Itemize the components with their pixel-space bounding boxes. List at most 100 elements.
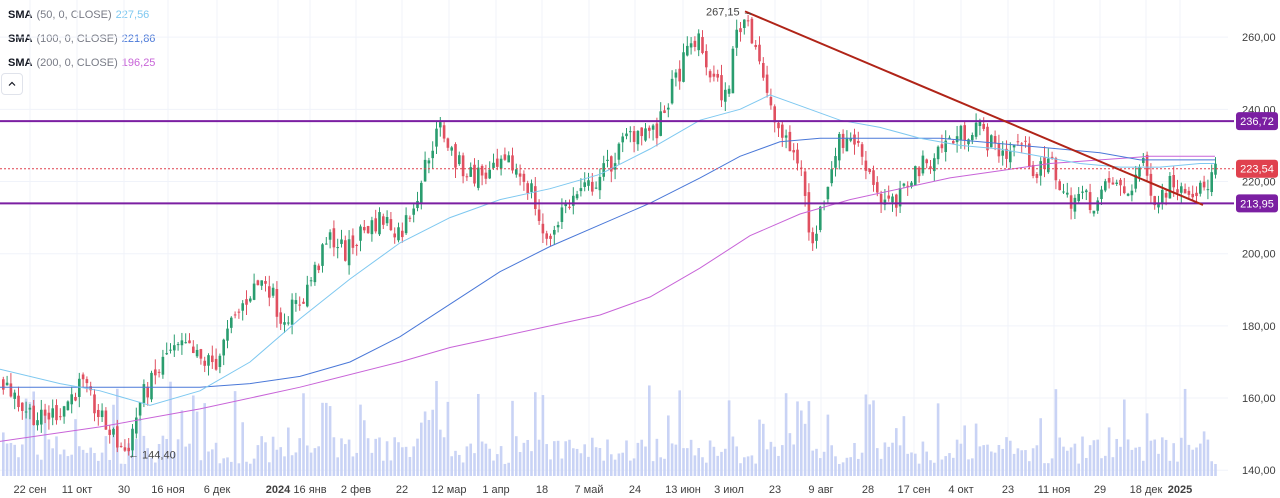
sma-50-line (0, 94, 1215, 406)
volume-bar (940, 459, 944, 476)
volume-bar (883, 442, 887, 476)
candle-body (724, 89, 727, 102)
candle-body (207, 355, 210, 366)
volume-bar (720, 451, 723, 476)
x-tick-label: 17 сен (898, 484, 931, 496)
volume-bar (165, 438, 168, 476)
volume-bar (40, 459, 43, 476)
candle-body (739, 28, 742, 33)
volume-bar (625, 440, 628, 476)
candle-body (948, 137, 951, 139)
volume-bar (93, 453, 96, 476)
x-tick-label: 16 янв (293, 484, 326, 496)
volume-bar (142, 435, 146, 476)
volume-bar (393, 437, 396, 476)
volume-bar (268, 462, 271, 476)
candle-body (1054, 158, 1058, 181)
volume-bar (138, 418, 142, 476)
volume-bar (9, 442, 13, 476)
candle-body (355, 244, 358, 246)
volume-bar (461, 462, 465, 476)
volume-bar (1001, 448, 1004, 476)
volume-bar (1073, 443, 1077, 476)
low-annotation: ← 144,40 (128, 449, 176, 461)
volume-bar (898, 445, 902, 476)
candle-body (442, 125, 446, 139)
volume-bar (788, 433, 792, 476)
volume-bar (834, 456, 837, 476)
sma-100-line (0, 137, 1215, 388)
candle-body (530, 183, 533, 192)
x-tick-label: 16 ноя (151, 484, 184, 496)
candle-body (290, 299, 294, 325)
candle-body (655, 123, 659, 139)
volume-bar (306, 445, 309, 476)
volume-bar (921, 441, 925, 476)
volume-bar (1085, 457, 1088, 476)
volume-bar (1111, 457, 1115, 476)
volume-bar (404, 446, 408, 476)
x-tick-label: 13 июн (665, 484, 701, 496)
volume-bar (1035, 445, 1039, 476)
volume-bar (849, 457, 852, 476)
volume-bar (1130, 449, 1134, 476)
legend-collapse-button[interactable] (1, 73, 23, 95)
candle-body (1035, 173, 1039, 178)
x-tick-label: 11 ноя (1038, 484, 1071, 496)
volume-bar (127, 443, 130, 476)
volume-bar (230, 461, 233, 476)
candle-body (902, 183, 906, 186)
candle-body (1047, 158, 1050, 173)
volume-bar (1077, 463, 1080, 476)
candle-body (545, 233, 548, 239)
indicator-legend: SMA (50, 0, CLOSE) 227,56 SMA (100, 0, CLOS… (8, 3, 155, 75)
volume-bar (336, 457, 339, 476)
candle-body (921, 155, 925, 174)
x-tick-label: 4 окт (948, 484, 973, 496)
volume-bar (32, 391, 35, 476)
candle-body (986, 126, 989, 151)
volume-bar (408, 456, 412, 476)
candle-body (1012, 145, 1016, 148)
candle-body (78, 378, 81, 397)
volume-bar (887, 446, 890, 476)
candle-body (249, 298, 252, 302)
candle-body (1214, 163, 1217, 175)
volume-bar (1024, 450, 1027, 476)
candle-body (66, 401, 70, 411)
candle-body (256, 280, 260, 286)
volume-bar (948, 453, 951, 476)
candle-body (401, 230, 404, 238)
candle-body (1187, 190, 1191, 195)
candle-body (898, 188, 902, 207)
candle-body (241, 303, 244, 311)
candle-body (131, 429, 134, 451)
volume-bar (1062, 446, 1065, 476)
volume-bar (325, 402, 328, 476)
candle-body (226, 328, 229, 341)
volume-bar (678, 390, 681, 476)
candle-body (982, 124, 985, 129)
candle-body (366, 226, 370, 234)
volume-bar (530, 451, 533, 476)
volume-bar (879, 458, 883, 476)
volume-bar (70, 454, 73, 476)
candle-body (119, 445, 123, 447)
x-tick-label: 22 сен (14, 484, 47, 496)
candle-body (564, 203, 567, 207)
volume-bar (1134, 447, 1137, 476)
volume-bar (78, 446, 81, 476)
volume-bar (1050, 458, 1054, 476)
volume-bar (636, 442, 640, 476)
candle-body (480, 165, 484, 176)
volume-bar (108, 459, 111, 476)
candle-body (275, 289, 279, 317)
volume-bar (192, 395, 195, 476)
candle-body (659, 111, 662, 136)
y-tick-label: 220,00 (1242, 177, 1276, 189)
candle-body (1062, 191, 1065, 193)
candle-body (469, 167, 472, 177)
candle-body (781, 124, 784, 138)
candle-body (910, 182, 913, 187)
